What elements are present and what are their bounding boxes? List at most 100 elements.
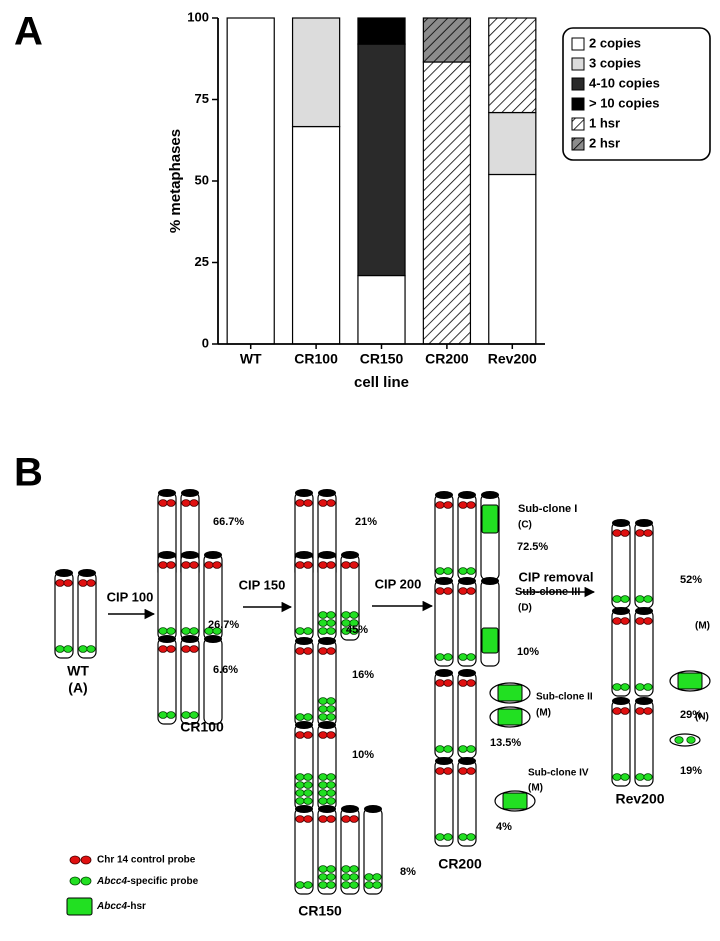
centromere-cap xyxy=(435,669,453,677)
red-probe xyxy=(326,561,336,569)
green-probe xyxy=(80,876,92,886)
red-probe xyxy=(318,561,328,569)
green-probe xyxy=(78,645,88,653)
green-probe xyxy=(620,595,630,603)
green-probe xyxy=(326,865,336,873)
red-probe xyxy=(303,647,313,655)
green-probe xyxy=(349,881,359,889)
diagram-label: Rev200 xyxy=(615,791,664,807)
green-probe xyxy=(443,653,453,661)
hsr xyxy=(481,627,499,654)
bar-segment xyxy=(357,274,406,345)
green-probe xyxy=(349,627,359,635)
green-probe xyxy=(341,865,351,873)
legend-label-italic: Abcc4 xyxy=(96,876,127,887)
green-probe xyxy=(341,881,351,889)
red-probe xyxy=(635,617,645,625)
bar-segment xyxy=(422,17,472,63)
green-probe xyxy=(635,595,645,603)
red-probe xyxy=(435,587,445,595)
green-probe xyxy=(435,833,445,841)
green-probe xyxy=(303,797,313,805)
diagram-label: 16% xyxy=(352,669,374,681)
red-probe xyxy=(55,579,65,587)
bar-segment xyxy=(488,111,537,176)
green-probe xyxy=(318,611,328,619)
red-probe xyxy=(189,561,199,569)
red-probe xyxy=(458,767,468,775)
legend-swatch xyxy=(571,77,585,91)
red-probe xyxy=(80,855,92,865)
red-probe xyxy=(466,767,476,775)
x-tick-label: CR200 xyxy=(425,351,469,367)
red-probe xyxy=(443,767,453,775)
green-probe xyxy=(674,736,684,744)
diagram-label: Sub-clone IV xyxy=(528,768,589,779)
green-probe xyxy=(620,773,630,781)
diagram-label: 6.6% xyxy=(213,664,238,676)
green-probe xyxy=(318,705,328,713)
green-probe xyxy=(349,611,359,619)
x-tick-label: CR150 xyxy=(360,351,404,367)
x-tick-label: Rev200 xyxy=(488,351,537,367)
green-probe xyxy=(86,645,96,653)
green-probe xyxy=(643,595,653,603)
green-probe xyxy=(635,683,645,691)
red-probe xyxy=(295,499,305,507)
bar-segment xyxy=(357,17,406,45)
green-probe xyxy=(364,873,374,881)
red-probe xyxy=(318,499,328,507)
red-probe xyxy=(326,499,336,507)
bar-segment xyxy=(226,17,275,345)
green-probe xyxy=(166,711,176,719)
green-probe xyxy=(326,619,336,627)
green-probe xyxy=(189,711,199,719)
diagram-label: CIP 150 xyxy=(239,577,286,592)
green-probe xyxy=(318,797,328,805)
red-probe xyxy=(612,707,622,715)
red-probe xyxy=(318,731,328,739)
centromere-cap xyxy=(364,805,382,813)
green-probe xyxy=(443,833,453,841)
green-probe xyxy=(372,873,382,881)
panel-label: B xyxy=(14,451,43,495)
green-probe xyxy=(466,833,476,841)
diagram-label: 45% xyxy=(346,624,368,636)
red-probe xyxy=(181,561,191,569)
centromere-cap xyxy=(295,805,313,813)
centromere-cap xyxy=(458,669,476,677)
centromere-cap xyxy=(435,757,453,765)
red-probe xyxy=(341,815,351,823)
green-probe xyxy=(181,711,191,719)
centromere-cap xyxy=(435,491,453,499)
diagram-label: CIP 200 xyxy=(375,576,422,591)
red-probe xyxy=(643,529,653,537)
diagram-label: 26.7% xyxy=(208,619,239,631)
red-probe xyxy=(643,617,653,625)
green-probe xyxy=(349,873,359,881)
green-probe xyxy=(612,683,622,691)
green-probe xyxy=(158,627,168,635)
diagram-label: (C) xyxy=(518,520,532,531)
centromere-cap xyxy=(204,551,222,559)
diagram-label: CR200 xyxy=(438,856,482,872)
bar-segment xyxy=(488,173,537,345)
red-probe xyxy=(295,815,305,823)
centromere-cap xyxy=(78,569,96,577)
red-probe xyxy=(204,561,214,569)
green-probe xyxy=(318,789,328,797)
red-probe xyxy=(612,617,622,625)
red-probe xyxy=(166,561,176,569)
diagram-label: (M) xyxy=(536,708,551,719)
red-probe xyxy=(466,679,476,687)
red-probe xyxy=(443,501,453,509)
red-probe xyxy=(349,561,359,569)
green-probe xyxy=(458,745,468,753)
diagram-label: 8% xyxy=(400,866,416,878)
green-probe xyxy=(326,627,336,635)
hsr xyxy=(497,684,523,702)
red-probe xyxy=(458,587,468,595)
red-probe xyxy=(318,815,328,823)
red-probe xyxy=(295,561,305,569)
red-probe xyxy=(326,815,336,823)
